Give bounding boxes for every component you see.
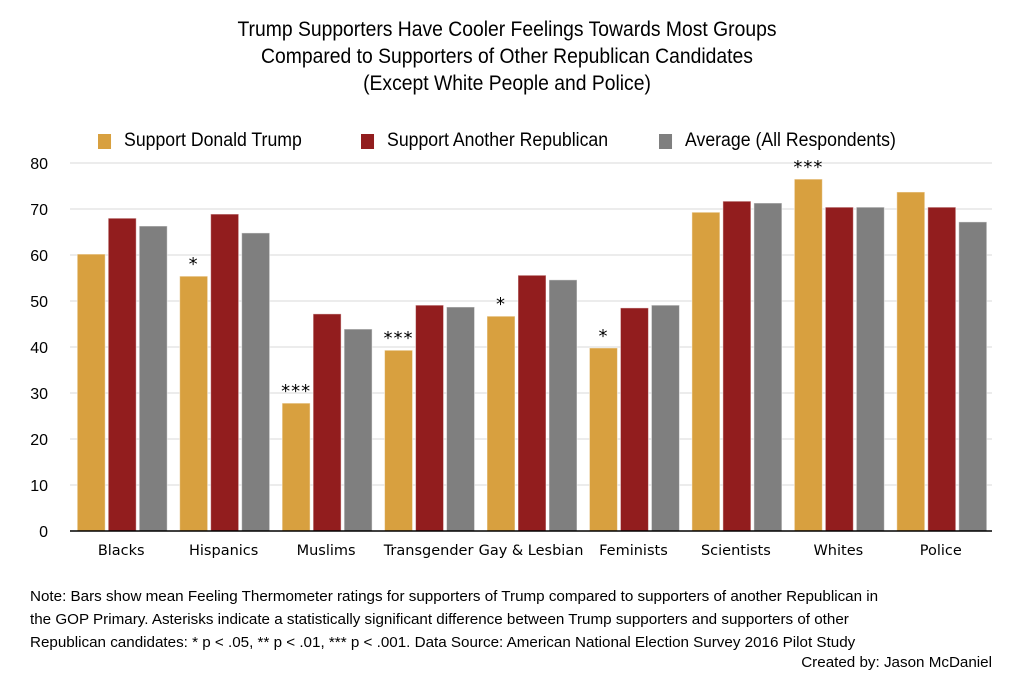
x-tick-label: Hispanics xyxy=(189,543,258,559)
x-tick-label: Muslims xyxy=(297,543,356,559)
bar-average-all-respondents xyxy=(753,202,783,532)
x-tick-label: Transgender xyxy=(383,543,474,559)
bar-support-donald-trump xyxy=(793,178,823,532)
chart-note: Note: Bars show mean Feeling Thermometer… xyxy=(30,585,1000,654)
significance-annotation: *** xyxy=(793,157,823,178)
bar-support-another-republican xyxy=(619,307,649,532)
y-tick-label: 60 xyxy=(30,248,48,265)
legend-swatch-average xyxy=(659,133,673,149)
legend-label-average: Average (All Respondents) xyxy=(685,130,896,151)
x-tick-label: Scientists xyxy=(701,543,771,559)
y-tick-label: 80 xyxy=(30,156,48,173)
bar-support-another-republican xyxy=(107,217,137,532)
bar-average-all-respondents xyxy=(548,279,578,532)
note-line-2: the GOP Primary. Asterisks indicate a st… xyxy=(30,611,849,628)
y-tick-label: 40 xyxy=(30,340,48,357)
x-tick-label: Police xyxy=(920,543,962,559)
bar-support-another-republican xyxy=(517,274,547,532)
bar-support-another-republican xyxy=(312,313,342,532)
x-tick-label: Feminists xyxy=(599,543,668,559)
bar-average-all-respondents xyxy=(958,221,988,532)
legend-item-average: Average (All Respondents) xyxy=(659,130,896,152)
bar-average-all-respondents xyxy=(343,328,373,532)
y-tick-label: 30 xyxy=(30,386,48,403)
legend: Support Donald Trump Support Another Rep… xyxy=(0,130,1014,154)
significance-annotation: * xyxy=(496,294,506,315)
legend-item-another-republican: Support Another Republican xyxy=(361,130,608,152)
bar-support-donald-trump xyxy=(179,275,209,532)
legend-swatch-trump xyxy=(98,133,112,149)
legend-swatch-another-republican xyxy=(361,133,375,149)
x-tick-label: Gay & Lesbian xyxy=(479,543,584,559)
bar-average-all-respondents xyxy=(241,232,271,532)
y-tick-label: 0 xyxy=(39,524,48,541)
bar-support-donald-trump xyxy=(691,211,721,532)
bar-average-all-respondents xyxy=(855,206,885,532)
bar-support-another-republican xyxy=(415,304,445,532)
bar-support-donald-trump xyxy=(486,315,516,532)
x-tick-label: Blacks xyxy=(98,543,145,559)
significance-annotation: *** xyxy=(281,381,311,402)
credit-text: Created by: Jason McDaniel xyxy=(801,654,992,671)
y-tick-label: 50 xyxy=(30,294,48,311)
y-tick-label: 20 xyxy=(30,432,48,449)
title-line-2: Compared to Supporters of Other Republic… xyxy=(261,45,753,68)
bar-support-another-republican xyxy=(210,213,240,532)
bar-support-donald-trump xyxy=(384,349,414,532)
bar-average-all-respondents xyxy=(138,225,168,532)
significance-annotation: *** xyxy=(384,328,414,349)
bar-support-donald-trump xyxy=(588,347,618,532)
legend-label-trump: Support Donald Trump xyxy=(124,130,302,151)
significance-annotation: * xyxy=(598,326,608,347)
bar-support-another-republican xyxy=(927,206,957,532)
note-line-1: Note: Bars show mean Feeling Thermometer… xyxy=(30,588,879,605)
legend-label-another-republican: Support Another Republican xyxy=(387,130,609,151)
y-tick-label: 70 xyxy=(30,202,48,219)
bar-support-donald-trump xyxy=(281,402,311,532)
y-tick-label: 10 xyxy=(30,478,48,495)
note-line-3: Republican candidates: * p < .05, ** p <… xyxy=(30,634,856,651)
title-line-3: (Except White People and Police) xyxy=(363,72,651,95)
chart-title: Trump Supporters Have Cooler Feelings To… xyxy=(41,16,974,97)
significance-annotation: * xyxy=(189,254,199,275)
title-line-1: Trump Supporters Have Cooler Feelings To… xyxy=(237,18,777,41)
bar-average-all-respondents xyxy=(446,306,476,532)
bar-average-all-respondents xyxy=(650,304,680,532)
bar-support-another-republican xyxy=(824,206,854,532)
bar-support-donald-trump xyxy=(76,253,106,532)
legend-item-trump: Support Donald Trump xyxy=(98,130,302,152)
x-tick-label: Whites xyxy=(813,543,863,559)
bar-support-donald-trump xyxy=(896,191,926,532)
bar-support-another-republican xyxy=(722,200,752,532)
